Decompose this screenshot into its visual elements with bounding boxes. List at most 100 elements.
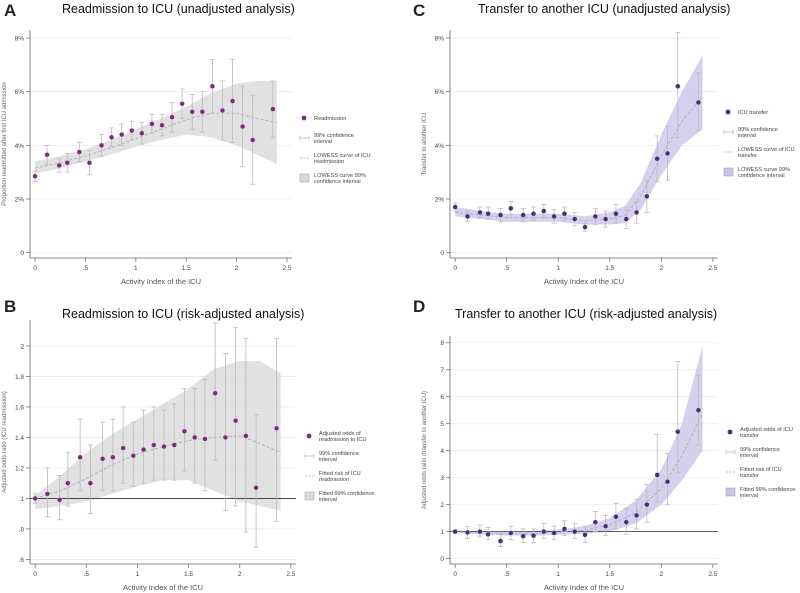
chart-readmission-unadjusted: 0 2% 4% 6% 8% 0 .5 1 1.5 2 2.5 Activity Index of th… — [2, 30, 371, 286]
y-tick-label: 2% — [435, 196, 445, 203]
x-tick-label: 2.5 — [282, 265, 291, 272]
data-point — [664, 479, 671, 485]
data-point — [130, 453, 136, 459]
y-tick-label: 6% — [435, 89, 445, 96]
data-point — [233, 418, 239, 424]
y-tick-label: 6 — [440, 394, 444, 401]
data-point — [57, 497, 63, 503]
data-point — [551, 213, 557, 220]
legend-point-key — [727, 429, 733, 435]
x-tick-label: 1 — [556, 265, 560, 272]
data-point — [551, 530, 557, 536]
data-point — [243, 433, 249, 439]
legend-label: 99% confidence interval — [314, 133, 354, 145]
data-point — [270, 106, 276, 112]
y-tick-label: 1.8 — [15, 374, 24, 381]
data-point — [541, 208, 547, 214]
x-tick-label: .5 — [504, 571, 510, 578]
x-tick-label: 1.5 — [605, 571, 614, 578]
panel-letter: C — [413, 1, 426, 20]
y-tick-label: 8% — [435, 36, 445, 43]
confidence-band — [35, 80, 277, 174]
legend-label: LOWESS curve of ICU readmission — [314, 153, 371, 165]
data-point — [100, 456, 106, 462]
legend-label: Fitted 99% confidence interval — [319, 491, 374, 503]
legend-band-key — [725, 487, 736, 497]
y-axis-label: Proportion readmitted after first ICU ad… — [2, 82, 8, 205]
data-point — [497, 212, 504, 218]
data-point — [530, 533, 537, 539]
legend-label: Readmission — [314, 116, 346, 122]
y-tick-label: 4 — [440, 448, 444, 455]
data-point — [633, 512, 640, 519]
data-point — [139, 130, 145, 136]
fit-line — [455, 412, 703, 535]
data-point — [477, 529, 483, 535]
legend-label: LOWESS curve of ICU transfer — [738, 147, 795, 159]
panel-c: C Transfer to another ICU (unadjusted an… — [400, 0, 800, 296]
y-tick-label: 8% — [15, 36, 25, 43]
legend-point-key — [725, 109, 731, 115]
panel-d: D Transfer to another ICU (risk-adjusted… — [400, 296, 800, 593]
x-axis-label: Activity Index of the ICU — [123, 583, 203, 592]
data-point — [452, 204, 458, 210]
data-point — [664, 150, 671, 156]
data-point — [582, 532, 588, 538]
x-tick-label: 1 — [134, 265, 138, 272]
data-point — [675, 83, 681, 89]
data-point — [229, 98, 236, 104]
data-point — [44, 152, 50, 158]
x-tick-label: 1.5 — [184, 571, 193, 578]
data-point — [129, 127, 135, 134]
data-point — [181, 428, 188, 434]
y-axis-label: Adjusted odds ratio (transfer to another… — [422, 391, 428, 509]
data-point — [199, 109, 205, 115]
legend-label: Fitted 99% confidence interval — [740, 487, 795, 499]
x-tick-label: 1 — [136, 571, 140, 578]
legend-band-key — [723, 167, 734, 177]
y-tick-label: 7 — [440, 367, 444, 374]
x-tick-label: 2 — [659, 571, 663, 578]
y-tick-label: 3 — [440, 475, 444, 482]
confidence-band — [455, 345, 703, 536]
fit-line — [35, 435, 281, 499]
x-axis-label: Activity Index of the ICU — [121, 277, 201, 286]
data-point — [253, 485, 259, 491]
y-tick-label: 2 — [20, 343, 24, 350]
data-point — [572, 216, 578, 222]
legend-label: 99% confidence interval — [319, 451, 359, 463]
data-point — [613, 211, 619, 217]
x-tick-label: .5 — [83, 265, 89, 272]
data-point — [561, 526, 568, 532]
chart-transfer-unadjusted: 0 2% 4% 6% 8% 0 .5 1 1.5 2 2.5 Activity Index of th… — [422, 30, 795, 286]
y-tick-label: 8 — [440, 340, 444, 347]
legend-label: Fitted risk of ICU readmission — [319, 471, 361, 483]
legend-label: LOWESS curve 99% confidence interval — [314, 173, 366, 185]
data-point — [222, 434, 229, 441]
data-point — [464, 529, 471, 536]
data-point — [189, 109, 195, 115]
data-point — [695, 407, 702, 413]
data-point — [77, 454, 83, 460]
data-point — [530, 211, 537, 217]
data-point — [149, 121, 155, 127]
legend-point-key — [301, 115, 307, 121]
data-point — [192, 434, 198, 441]
chart-readmission-adjusted: .6 .8 1 1.2 1.4 1.6 1.8 2 0 .5 1 1.5 2 2.5 Activity In… — [2, 320, 374, 592]
data-point — [508, 205, 514, 211]
y-axis-label: Adjusted odds ratio (ICU readmission) — [2, 391, 8, 492]
legend-label: Adjusted odds of ICU transfer — [740, 427, 793, 439]
data-point — [644, 193, 650, 199]
data-point — [603, 523, 609, 529]
y-tick-label: 1.6 — [15, 404, 24, 411]
data-point — [64, 160, 70, 166]
y-tick-label: 1.2 — [15, 465, 24, 472]
data-point — [110, 454, 116, 460]
y-tick-label: 0 — [20, 250, 24, 257]
y-tick-label: 2 — [440, 502, 444, 509]
y-tick-label: .6 — [19, 557, 25, 564]
x-tick-label: 0 — [33, 571, 37, 578]
data-point — [497, 538, 504, 544]
legend: Adjusted odds of ICU transfer 99% confiden… — [725, 427, 795, 499]
data-point — [179, 101, 185, 107]
